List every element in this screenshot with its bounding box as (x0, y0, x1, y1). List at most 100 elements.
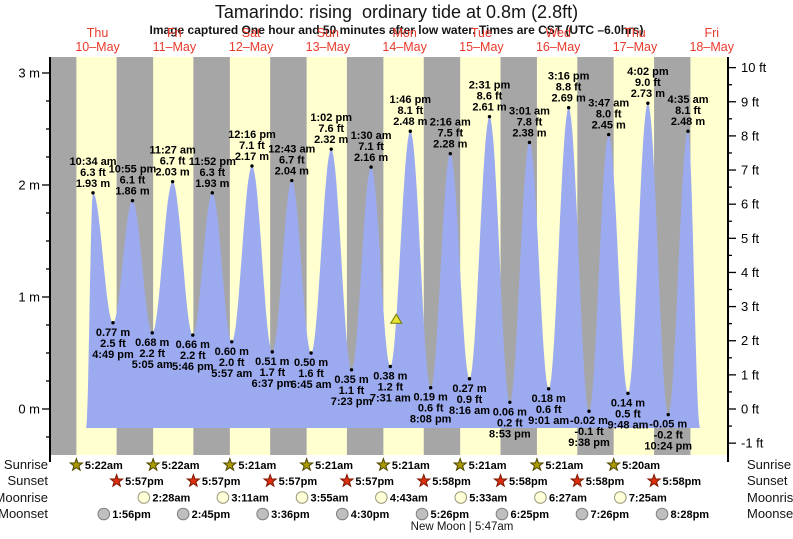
tide-curve (86, 103, 700, 428)
low-tide-label: -0.05 m -0.2 ft 10:24 pm (644, 419, 692, 453)
day-weekday: Fri (704, 26, 720, 40)
new-moon-label: New Moon | 5:47am (410, 521, 514, 533)
right-axis-tick-label: 10 ft (741, 60, 767, 75)
day-date: 11–May (152, 39, 197, 54)
tide-extreme-dot (369, 165, 373, 169)
day-label: Tue 15–May (443, 26, 519, 54)
low-tide-label: 0.38 m 1.2 ft 7:31 am (370, 370, 411, 404)
tide-extreme-dot (170, 179, 175, 184)
tide-extreme-dot (329, 147, 333, 151)
sunrise-time: 5:22am (85, 460, 123, 472)
left-axis-tick-label: 1 m (18, 290, 40, 305)
moonrise-time: 3:55am (311, 493, 349, 505)
low-tide-label: 0.27 m 0.9 ft 8:16 am (449, 383, 490, 417)
moonrise-icon (534, 491, 547, 504)
sunset-time: 5:58pm (586, 476, 625, 488)
moonset-time: 5:26pm (431, 509, 470, 521)
right-axis-tick-label: 7 ft (741, 163, 759, 178)
left-axis-tick-label: 2 m (18, 178, 40, 193)
low-tide-label: 0.50 m 1.6 ft 6:45 am (291, 357, 332, 391)
right-axis-tick-label: 3 ft (741, 299, 759, 314)
moonset-time: 8:28pm (671, 509, 710, 521)
day-label: Sun 13–May (290, 26, 366, 54)
tide-extreme-dot (150, 331, 154, 335)
tide-extreme-dot (686, 129, 690, 133)
tide-extreme-dot (130, 198, 135, 203)
sunset-time: 5:58pm (432, 476, 471, 488)
sunrise-time: 5:21am (469, 460, 507, 472)
sunset-icon (646, 473, 662, 488)
moonset-time: 3:36pm (271, 509, 310, 521)
right-axis-tick-label: 5 ft (741, 231, 759, 246)
tide-extreme-dot (666, 412, 670, 417)
low-tide-label: 0.60 m 2.0 ft 5:57 am (211, 346, 252, 380)
right-axis-tick-label: 8 ft (741, 128, 759, 143)
sunrise-icon (68, 457, 84, 472)
tide-extreme-dot (546, 387, 551, 391)
day-label: Thu 17–May (597, 26, 673, 54)
tide-extreme-dot (508, 400, 512, 404)
day-date: 12–May (228, 39, 274, 54)
tide-extreme-dot (349, 368, 354, 372)
moonrise-icon (216, 491, 230, 504)
sunset-time: 5:58pm (509, 476, 548, 488)
high-tide-label: 2:16 am 7.5 ft 2.28 m (430, 117, 471, 151)
day-date: 18–May (689, 39, 734, 54)
tide-extreme-dot (309, 351, 313, 355)
day-label: Mon 14–May (367, 26, 443, 54)
day-label: Sat 12–May (213, 26, 289, 54)
sunrise-row-label-right: Sunrise (747, 457, 792, 472)
tide-extreme-dot (210, 191, 215, 195)
high-tide-label: 11:27 am 6.7 ft 2.03 m (149, 145, 196, 179)
moonrise-time: 3:11am (231, 493, 269, 505)
high-tide-label: 4:35 am 8.1 ft 2.48 m (668, 94, 709, 128)
moonrise-time: 2:28am (152, 493, 190, 505)
day-date: 13–May (305, 39, 351, 54)
day-weekday: Sun (316, 26, 340, 40)
sunset-time: 5:57pm (125, 476, 164, 488)
sunset-icon (109, 473, 125, 488)
day-weekday: Tue (470, 26, 492, 40)
moonset-icon (655, 507, 669, 521)
day-weekday: Mon (392, 26, 417, 40)
moonset-icon (495, 507, 509, 521)
tide-extreme-dot (646, 101, 650, 105)
high-tide-label: 1:30 am 7.1 ft 2.16 m (351, 130, 392, 164)
sunrise-time: 5:21am (392, 460, 430, 472)
low-tide-label: 0.14 m 0.5 ft 9:48 am (607, 397, 648, 431)
day-date: 10–May (75, 39, 120, 54)
day-weekday: Sat (241, 26, 261, 40)
day-label: Thu 10–May (60, 26, 136, 54)
moonset-icon (256, 507, 269, 521)
sunset-time: 5:57pm (355, 476, 394, 488)
sunrise-icon (606, 457, 622, 472)
sunrise-time: 5:20am (622, 460, 660, 472)
tide-extreme-dot (408, 129, 413, 133)
sunset-time: 5:58pm (663, 476, 702, 488)
left-axis-tick-label: 3 m (18, 66, 40, 81)
moonset-icon (97, 507, 111, 521)
sunset-icon (185, 473, 201, 488)
low-tide-label: 0.51 m 1.7 ft 6:37 pm (252, 356, 294, 390)
sunset-row-label-right: Sunset (747, 473, 788, 488)
moonset-time: 1:56pm (112, 509, 151, 521)
low-tide-label: 0.66 m 2.2 ft 5:46 pm (172, 339, 214, 373)
moonset-icon (415, 507, 429, 521)
high-tide-label: 2:31 pm 8.6 ft 2.61 m (469, 80, 511, 114)
high-tide-label: 11:52 pm 6.3 ft 1.93 m (189, 156, 236, 190)
tide-extreme-dot (230, 340, 234, 344)
day-label: Fri 11–May (136, 26, 212, 54)
sunrise-icon (375, 457, 391, 472)
right-axis-tick-label: 6 ft (741, 197, 759, 212)
moonrise-time: 6:27am (549, 493, 587, 505)
moonset-icon (335, 507, 349, 521)
tide-extreme-dot (428, 386, 433, 390)
tide-extreme-dot (566, 106, 571, 110)
sunrise-time: 5:22am (162, 460, 200, 472)
sunrise-time: 5:21am (238, 460, 276, 472)
moonset-time: 6:25pm (510, 509, 549, 521)
current-tide-marker (389, 313, 403, 324)
tide-extreme-dot (448, 151, 453, 156)
tide-extreme-dot (111, 321, 115, 325)
sunset-icon (262, 473, 278, 488)
